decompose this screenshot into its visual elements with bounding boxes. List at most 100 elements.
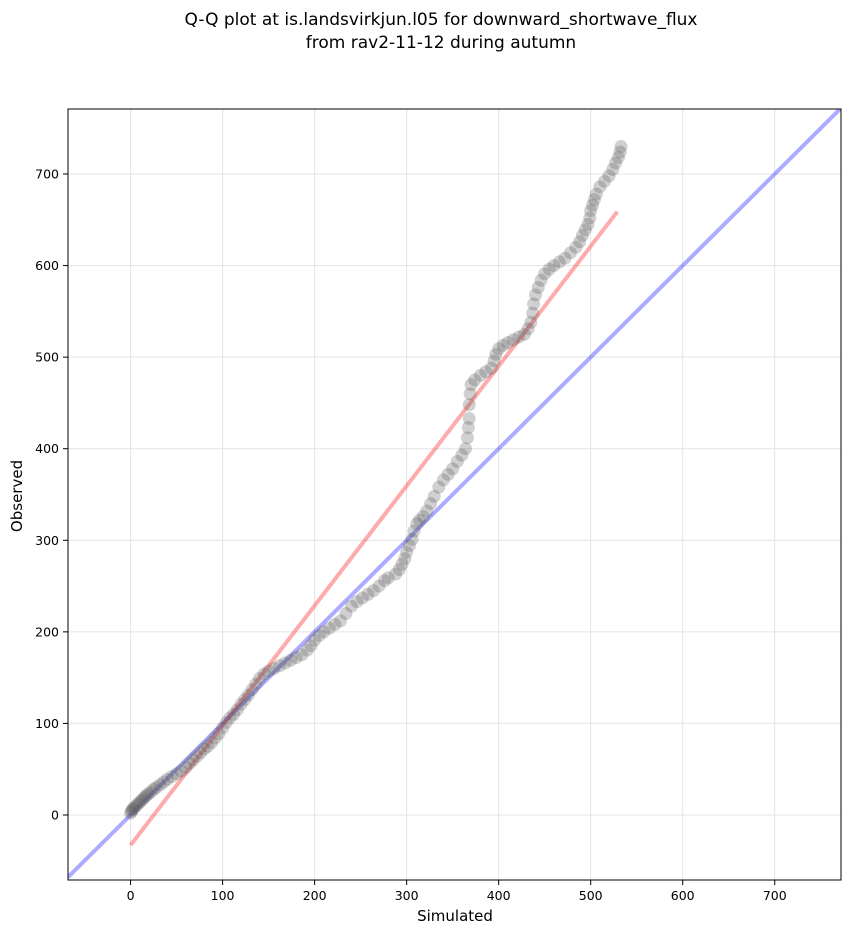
qq-point — [563, 246, 577, 260]
qq-point — [492, 342, 506, 356]
qq-point — [589, 187, 603, 201]
qq-point — [487, 354, 501, 368]
qq-point — [526, 306, 540, 320]
chart-subtitle: from rav2-11-12 during autumn — [306, 33, 576, 53]
qq-point — [361, 587, 375, 601]
x-tick-label: 300 — [395, 888, 419, 903]
qq-point — [552, 255, 566, 269]
qq-point — [355, 591, 369, 605]
qq-point — [295, 648, 309, 662]
qq-point — [212, 726, 226, 740]
qq-point — [614, 140, 628, 154]
qq-point — [459, 442, 473, 456]
qq-point — [252, 672, 266, 686]
qq-point — [134, 794, 148, 808]
qq-point — [190, 749, 204, 763]
qq-point — [267, 661, 281, 675]
y-tick-label: 300 — [35, 533, 59, 548]
qq-point — [317, 625, 331, 639]
identity-line — [68, 109, 841, 879]
qq-point — [446, 462, 460, 476]
qq-point — [273, 659, 287, 673]
qq-point — [521, 322, 535, 336]
qq-point — [165, 770, 179, 784]
qq-point — [372, 579, 386, 593]
y-tick-label: 200 — [35, 624, 59, 639]
qq-point — [278, 656, 292, 670]
qq-point — [597, 174, 611, 188]
qq-point — [402, 539, 416, 553]
qq-point — [197, 742, 211, 756]
qq-point — [136, 792, 150, 806]
y-tick-label: 700 — [35, 167, 59, 182]
qq-point — [230, 703, 244, 717]
qq-point — [450, 455, 464, 469]
qq-point — [238, 693, 252, 707]
qq-point — [234, 697, 248, 711]
qq-point — [367, 584, 381, 598]
qq-point — [137, 791, 151, 805]
qq-point — [139, 789, 153, 803]
x-tick-label: 400 — [487, 888, 511, 903]
qq-point — [194, 746, 208, 760]
qq-point — [501, 335, 515, 349]
qq-point — [547, 259, 561, 273]
qq-point — [400, 545, 414, 559]
grid — [68, 109, 841, 880]
qq-point — [479, 365, 493, 379]
qq-point — [378, 574, 392, 588]
qq-point — [392, 563, 406, 577]
x-axis-ticks: 0 100 200 300 400 500 600 700 — [127, 880, 787, 903]
qq-point — [427, 489, 441, 503]
plot-frame — [67, 108, 842, 881]
x-tick-label: 700 — [763, 888, 787, 903]
qq-point — [462, 411, 476, 425]
reference-lines — [68, 109, 841, 879]
x-tick-label: 600 — [671, 888, 695, 903]
qq-point — [573, 235, 587, 249]
qq-point — [432, 480, 446, 494]
x-tick-label: 500 — [579, 888, 603, 903]
qq-point — [257, 667, 271, 681]
qq-point — [587, 193, 601, 207]
qq-point — [413, 513, 427, 527]
qq-point — [381, 571, 395, 585]
qq-point — [201, 739, 215, 753]
qq-point — [179, 760, 193, 774]
qq-point — [208, 731, 222, 745]
qq-point — [153, 778, 167, 792]
qq-point — [464, 378, 478, 392]
qq-point — [160, 772, 174, 786]
qq-point — [569, 240, 583, 254]
qq-point — [611, 151, 625, 165]
qq-point — [245, 683, 259, 697]
qq-point — [558, 251, 572, 265]
qq-point — [463, 387, 477, 401]
qq-point — [416, 509, 430, 523]
qq-point — [350, 595, 364, 609]
qq-point — [473, 368, 487, 382]
qq-point — [489, 347, 503, 361]
qq-point — [462, 398, 476, 412]
qq-point — [584, 204, 598, 218]
qq-point — [170, 767, 184, 781]
qq-point — [344, 599, 358, 613]
qq-point — [312, 629, 326, 643]
qq-point — [583, 211, 597, 225]
qq-point — [424, 497, 438, 511]
qq-point — [405, 532, 419, 546]
x-tick-label: 0 — [127, 888, 135, 903]
y-axis-ticks: 0 100 200 300 400 500 600 700 — [35, 167, 68, 822]
qq-point — [216, 721, 230, 735]
qq-point — [542, 262, 556, 276]
qq-point — [528, 288, 542, 302]
qq-point — [144, 785, 158, 799]
x-tick-label: 200 — [303, 888, 327, 903]
qq-point — [241, 688, 255, 702]
qq-point — [126, 802, 140, 816]
qq-point — [613, 145, 627, 159]
qq-point — [524, 315, 538, 329]
x-axis-label: Simulated — [417, 907, 493, 925]
qq-point — [517, 327, 531, 341]
qq-point — [132, 796, 146, 810]
